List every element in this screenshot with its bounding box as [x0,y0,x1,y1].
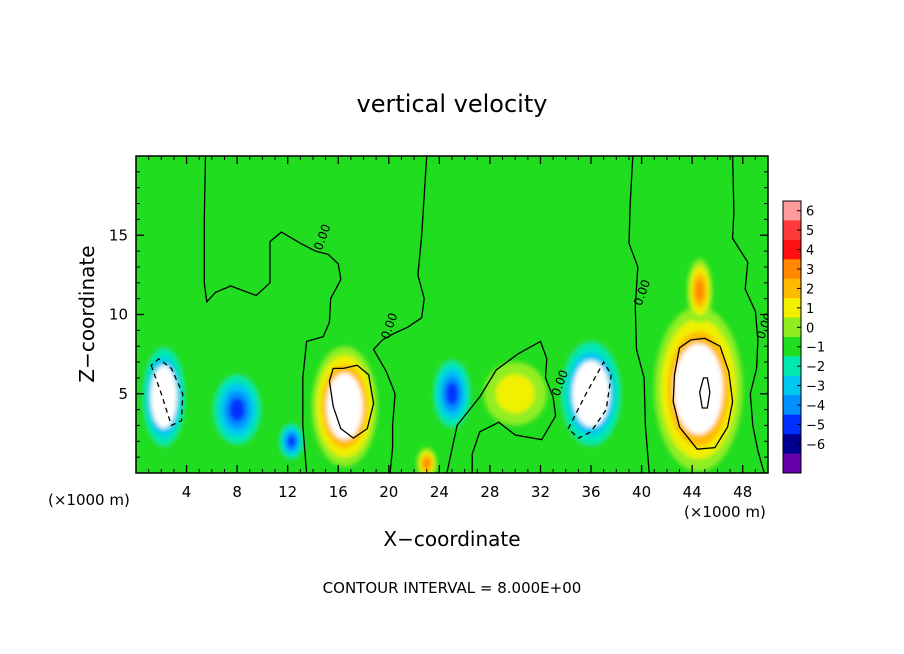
colorbar-label: 4 [806,244,814,259]
field-band [695,279,705,302]
field-cell-updraft-3 [416,447,437,473]
colorbar-swatch [783,317,801,338]
x-axis-label: X−coordinate [383,527,520,551]
field-band [445,382,459,406]
y-axis-label: Z−coordinate [75,245,99,382]
contour-line-3 [731,156,765,473]
field-cell-updraft-4 [483,362,547,426]
field-cell-updraft-2 [687,259,713,323]
field-cell-updraft-1 [654,306,743,472]
colorbar-swatch [783,375,801,396]
colorbar-label: −2 [806,360,825,375]
x-tick-label: 20 [379,483,398,501]
x-unit-right: (×1000 m) [684,503,766,521]
colorbar-frame [782,200,802,474]
colorbar-swatch [783,453,801,474]
contour-line-1 [372,156,428,473]
contour-line-4 [446,340,557,473]
field-band [287,435,296,448]
colorbar-label: 5 [806,224,814,239]
colorbar-swatch [783,239,801,260]
contour-line-6 [672,337,734,450]
colorbar-label: −1 [806,341,825,356]
field-cell-downdraft-6 [209,368,265,451]
x-tick-label: 16 [329,483,348,501]
x-tick-label: 24 [430,483,449,501]
y-tick-label: 5 [118,385,128,403]
plot-area: 0.000.000.000.000.00 [135,155,769,474]
colorbar-label: 1 [806,302,814,317]
field-cell-downdraft-9 [556,333,626,454]
colorbar-label: 2 [806,282,814,297]
contour-line-9 [567,360,612,439]
chart-title: vertical velocity [357,90,548,118]
colorbar-swatch [783,259,801,280]
x-tick-label: 12 [278,483,297,501]
colorbar-swatch [783,434,801,455]
contour-line-2 [628,156,650,473]
x-tick-label: 36 [581,483,600,501]
colorbar-label: 3 [806,263,814,278]
x-unit-left: (×1000 m) [48,491,130,509]
field-core [572,360,610,427]
contour-line-5 [328,364,375,439]
x-axis: 4 8 12 16 20 24 28 32 36 40 44 48 [148,156,756,501]
field-band [423,457,431,470]
x-tick-label: 44 [683,483,702,501]
colorbar-swatch [783,220,801,241]
colorbar-label: −4 [806,399,825,414]
colorbar-label: −6 [806,438,825,453]
field-band [495,374,535,414]
colorbar-swatch [783,395,801,416]
y-axis: 5 10 15 [109,171,768,458]
colorbar-label: −5 [806,418,825,433]
field-band [229,397,246,422]
field-cell-downdraft-8 [430,354,474,434]
field-cell-updraft-0 [311,346,378,467]
y-tick-label: 15 [109,226,128,244]
colorbar-label: −3 [806,380,825,395]
colorbar-swatch [783,278,801,299]
colorbar-swatch [783,414,801,435]
x-tick-label: 8 [232,483,242,501]
colorbar-label: 0 [806,321,814,336]
field-core [326,373,363,440]
x-tick-label: 48 [733,483,752,501]
colorbar: 6 5 4 3 2 1 0 −1 −2 −3 −4 −5 −6 [782,200,825,474]
field-cell-downdraft-5 [139,339,188,454]
x-tick-label: 4 [182,483,192,501]
field-cell-downdraft-7 [277,420,306,462]
x-tick-label: 28 [480,483,499,501]
x-tick-label: 40 [632,483,651,501]
colorbar-swatch [783,201,801,221]
colorbar-swatch [783,337,801,357]
colorbar-swatch [783,298,801,319]
field-core [674,343,723,435]
field-core [150,365,178,429]
x-tick-label: 32 [531,483,550,501]
contour-interval-note: CONTOUR INTERVAL = 8.000E+00 [323,579,582,597]
colorbar-swatch [783,356,801,377]
colorbar-label: 6 [806,205,814,220]
contour-line-0 [203,156,342,473]
y-tick-label: 10 [109,306,128,324]
contour-line-7 [699,377,711,409]
